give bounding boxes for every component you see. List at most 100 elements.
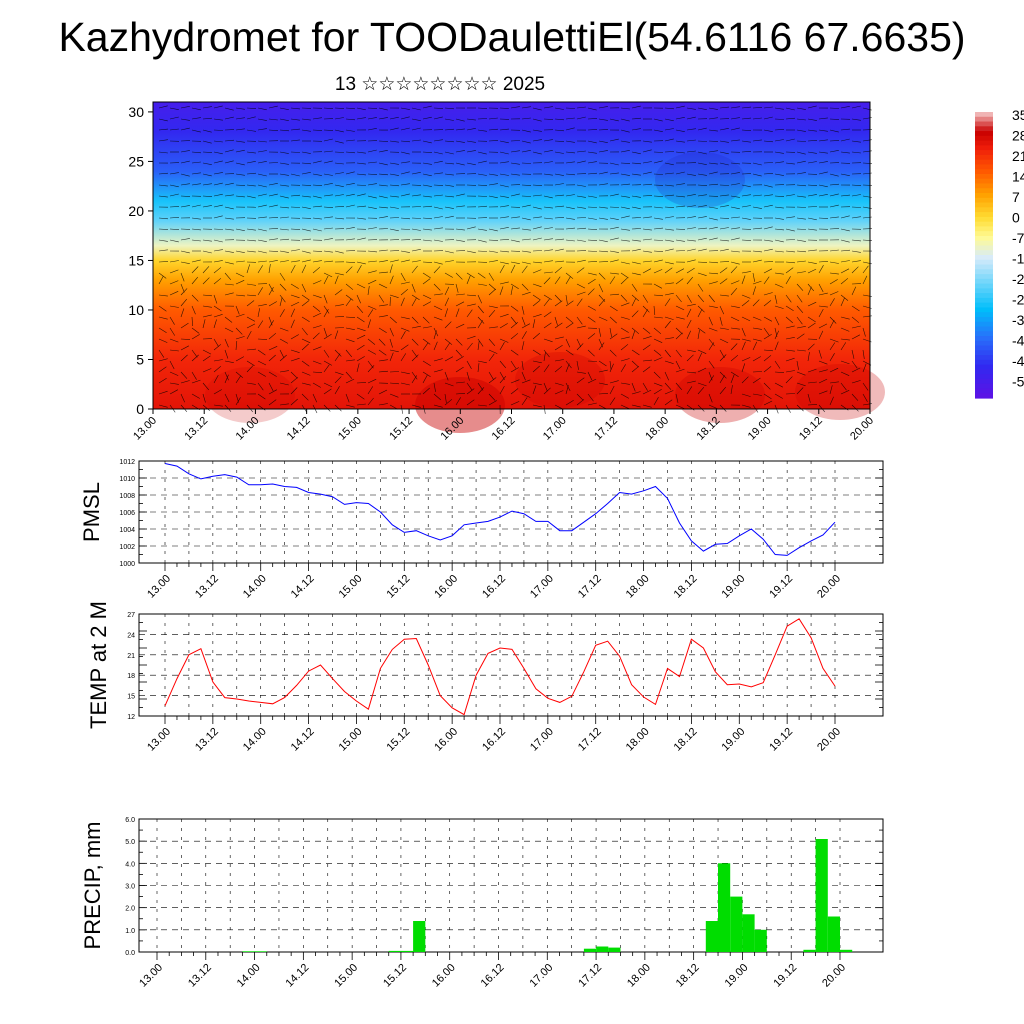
wind-barb xyxy=(191,393,200,399)
wind-barb xyxy=(422,360,431,366)
wind-barb xyxy=(345,404,355,408)
wind-barb xyxy=(158,128,169,131)
wind-barb xyxy=(466,303,476,307)
wind-barb xyxy=(257,184,267,188)
colorbar-segment xyxy=(975,154,993,161)
pmsl-x-tick-label: 15.00 xyxy=(337,573,365,601)
wind-barb xyxy=(455,150,465,153)
wind-barb xyxy=(829,367,839,373)
wind-barb xyxy=(422,105,432,109)
wind-barb xyxy=(653,397,659,406)
wind-barb xyxy=(213,359,223,362)
wind-barb xyxy=(818,308,824,318)
wind-barb xyxy=(675,294,682,303)
wind-barb xyxy=(477,205,488,208)
wind-barb xyxy=(510,316,517,325)
wind-barb xyxy=(433,239,443,242)
wind-barb xyxy=(389,294,399,298)
wind-barb xyxy=(455,193,465,197)
wind-barb xyxy=(202,183,212,186)
wind-barb xyxy=(235,371,244,379)
wind-barb xyxy=(422,205,433,208)
wind-barb xyxy=(290,387,298,395)
wind-barb xyxy=(818,184,828,188)
wind-barb xyxy=(169,316,175,325)
wind-barb xyxy=(763,393,772,400)
wind-barb xyxy=(796,250,807,253)
wind-barb xyxy=(631,294,639,302)
wind-barb xyxy=(290,151,301,153)
wind-barb xyxy=(323,382,333,388)
wind-barb xyxy=(433,305,443,311)
wind-barb xyxy=(840,128,851,131)
wind-barb xyxy=(741,338,751,342)
wind-barb xyxy=(356,283,366,289)
precip-x-tick-label: 20.00 xyxy=(820,962,848,990)
temp-y-tick-label: 24 xyxy=(127,632,135,639)
temp-x-tick-label: 13.00 xyxy=(145,726,173,754)
wind-barb xyxy=(642,250,652,253)
wind-barb xyxy=(609,316,617,324)
wind-barb xyxy=(543,139,553,142)
wind-barb xyxy=(213,172,223,175)
wind-barb xyxy=(730,216,740,219)
wind-barb xyxy=(785,337,795,340)
wind-barb xyxy=(466,342,473,351)
wind-barb xyxy=(532,237,542,241)
wind-barb xyxy=(829,118,840,120)
colorbar-segment xyxy=(975,340,993,347)
wind-barb xyxy=(279,349,285,359)
wind-barb xyxy=(763,194,773,197)
wind-barb xyxy=(246,294,257,297)
wind-barb xyxy=(323,275,329,285)
wind-barb xyxy=(697,127,707,131)
wind-barb xyxy=(851,286,857,296)
colorbar-segment xyxy=(975,331,993,337)
wind-barb xyxy=(620,140,630,143)
wind-barb xyxy=(334,376,342,384)
pmsl-y-tick-label: 1008 xyxy=(119,493,135,500)
wind-barb xyxy=(279,309,285,318)
wind-barb xyxy=(290,107,301,110)
wind-barb xyxy=(257,304,267,307)
wind-barb xyxy=(213,239,223,243)
wind-barb xyxy=(708,338,715,347)
wind-barb xyxy=(334,371,344,376)
wind-barb xyxy=(609,193,619,197)
wind-barb xyxy=(257,118,267,121)
wind-barb xyxy=(356,393,365,400)
wind-barb xyxy=(719,278,728,285)
wind-barb xyxy=(367,309,374,318)
colorbar-segment xyxy=(975,345,993,351)
wind-barb xyxy=(510,283,519,289)
wind-barb xyxy=(598,140,608,143)
wind-barb xyxy=(180,288,188,296)
wind-barb xyxy=(411,172,421,175)
wind-barb xyxy=(840,268,850,274)
wind-barb xyxy=(763,292,773,296)
wind-barb xyxy=(796,151,806,155)
wind-barb xyxy=(576,291,586,296)
temperature-cell xyxy=(515,352,605,408)
wind-barb xyxy=(301,327,308,336)
wind-barb xyxy=(642,327,651,334)
wind-barb xyxy=(763,300,772,307)
wind-barb xyxy=(422,173,432,177)
wind-barb xyxy=(334,250,344,254)
wind-barb xyxy=(664,228,674,231)
wind-barb xyxy=(433,283,441,291)
wind-barb xyxy=(653,305,656,316)
wind-barb xyxy=(466,275,471,285)
wind-barb xyxy=(752,341,758,351)
wind-barb xyxy=(466,399,475,406)
wind-barb xyxy=(389,259,399,263)
wind-barb xyxy=(543,106,553,109)
wind-barb xyxy=(367,279,377,285)
wind-barb xyxy=(719,106,730,109)
wind-barb xyxy=(807,184,818,186)
wind-barb xyxy=(730,139,740,142)
wind-barb xyxy=(323,194,333,197)
wind-barb xyxy=(400,107,410,110)
colorbar-label: 35 xyxy=(1012,107,1024,123)
wind-barb xyxy=(213,314,223,318)
